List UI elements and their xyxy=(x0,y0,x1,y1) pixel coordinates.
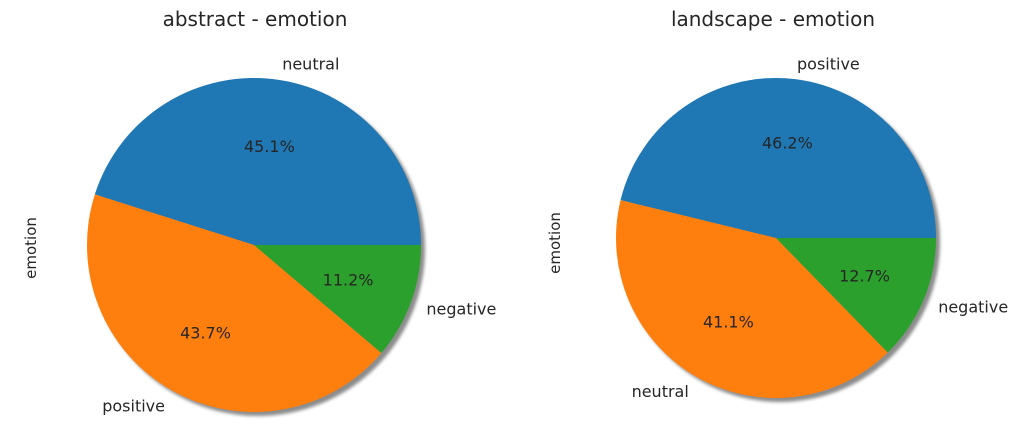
pie-chart-abstract: abstract - emotion emotion 45.1%neutral4… xyxy=(22,7,496,416)
slice-category-label: positive xyxy=(102,397,165,416)
pie-slice-negative xyxy=(776,238,936,353)
pie-slice-positive xyxy=(86,194,382,413)
y-axis-label: emotion xyxy=(22,217,40,279)
slice-category-label: negative xyxy=(938,297,1008,316)
slice-category-label: positive xyxy=(797,54,860,73)
pie-slice-neutral xyxy=(616,200,888,399)
slice-percent-label: 41.1% xyxy=(703,312,754,331)
slice-category-label: neutral xyxy=(282,55,339,74)
y-axis-label: emotion xyxy=(546,212,564,274)
chart-title: landscape - emotion xyxy=(671,7,875,31)
pie-slices: 45.1% neutral 43.7% positive 11.2% negative xyxy=(86,55,496,416)
pie-slice-neutral xyxy=(94,77,421,245)
slice-percent-label: 45.1% xyxy=(244,137,295,156)
slice-percent-label: 11.2% xyxy=(323,271,374,290)
pie-chart-landscape: landscape - emotion emotion 46.2% positiv… xyxy=(546,7,1008,402)
pie-slice-negative xyxy=(254,245,421,354)
pie-slice-positive xyxy=(620,78,936,239)
slice-percent-label: 46.2% xyxy=(762,134,813,153)
pie-slices: 46.2% positive 41.1% neutral 12.7% negative xyxy=(616,54,1008,402)
slice-category-label: neutral xyxy=(632,382,689,401)
slice-percent-label: 12.7% xyxy=(839,266,890,285)
slice-percent-label: 43.7% xyxy=(180,324,231,343)
chart-title: abstract - emotion xyxy=(163,7,348,31)
slice-category-label: negative xyxy=(426,299,496,318)
